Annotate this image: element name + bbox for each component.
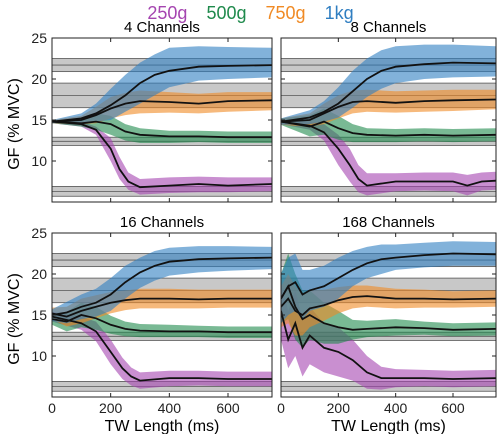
x-tick-label: 600 bbox=[216, 400, 240, 416]
mean-line-1kg bbox=[52, 64, 272, 123]
mean-line-250g bbox=[52, 315, 272, 382]
panel-168-channels: 168 Channels 0 200 400 600 TW Length (ms) bbox=[277, 214, 497, 434]
panel-16-channels: 16 Channels 10 15 20 25 0 200 400 600 GF (% MVC) T… bbox=[6, 214, 273, 434]
x-tick-label: 0 bbox=[48, 400, 56, 416]
x-tick-label: 400 bbox=[158, 400, 182, 416]
panel-title: 4 Channels bbox=[124, 19, 200, 36]
legend-item-500g: 500g bbox=[206, 3, 247, 23]
mean-line-250g bbox=[52, 120, 272, 189]
mean-line-750g bbox=[281, 295, 496, 317]
plot-area bbox=[52, 246, 272, 392]
y-tick-label: 10 bbox=[31, 348, 47, 364]
y-axis-label: GF (% MVC) bbox=[6, 78, 23, 170]
mean-line-500g bbox=[52, 314, 272, 334]
panel-title: 168 Channels bbox=[342, 214, 435, 231]
y-tick-label: 20 bbox=[31, 71, 47, 87]
mean-line-1kg bbox=[52, 256, 272, 316]
y-tick-label: 15 bbox=[31, 112, 47, 128]
plot-area bbox=[281, 44, 496, 197]
mean-line-500g bbox=[52, 120, 272, 139]
mean-line-500g bbox=[281, 284, 496, 331]
legend-item-1kg: 1kg bbox=[324, 3, 354, 23]
mean-line-250g bbox=[281, 120, 496, 187]
panel-4-channels: 4 Channels 10 15 20 25 GF (% MVC) bbox=[6, 19, 273, 203]
y-axis-label: GF (% MVC) bbox=[6, 273, 23, 365]
mean-line-250g bbox=[281, 310, 496, 380]
legend-item-250g: 250g bbox=[147, 3, 188, 23]
x-tick-label: 200 bbox=[99, 400, 123, 416]
plot-area bbox=[52, 46, 272, 197]
y-tick-label: 10 bbox=[31, 153, 47, 169]
y-tick-label: 25 bbox=[31, 30, 47, 46]
mean-line-750g bbox=[281, 98, 496, 123]
mean-line-500g bbox=[281, 120, 496, 137]
x-tick-label: 0 bbox=[277, 400, 285, 416]
mean-line-1kg bbox=[281, 61, 496, 123]
range-area-1kg bbox=[281, 241, 496, 324]
mean-line-750g bbox=[52, 99, 272, 123]
range-area-500g bbox=[52, 302, 272, 338]
legend-item-750g: 750g bbox=[265, 3, 306, 23]
panel-8-channels: 8 Channels bbox=[280, 19, 497, 203]
y-tick-label: 25 bbox=[31, 225, 47, 241]
plot-area bbox=[281, 241, 496, 392]
range-area-500g bbox=[281, 253, 496, 348]
x-tick-label: 600 bbox=[441, 400, 465, 416]
y-tick-label: 20 bbox=[31, 266, 47, 282]
mean-line-1kg bbox=[281, 252, 496, 300]
mean-line-750g bbox=[52, 297, 272, 318]
legend: 250g 500g 750g 1kg bbox=[0, 3, 501, 24]
panel-title: 8 Channels bbox=[351, 19, 427, 36]
range-area-250g bbox=[281, 282, 496, 390]
range-area-250g bbox=[52, 120, 272, 195]
range-area-500g bbox=[52, 113, 272, 143]
x-tick-label: 200 bbox=[327, 400, 351, 416]
panel-title: 16 Channels bbox=[120, 214, 204, 231]
y-tick-label: 15 bbox=[31, 307, 47, 323]
x-axis-label: TW Length (ms) bbox=[105, 418, 220, 434]
x-tick-label: 400 bbox=[384, 400, 408, 416]
x-axis-label: TW Length (ms) bbox=[331, 418, 446, 434]
